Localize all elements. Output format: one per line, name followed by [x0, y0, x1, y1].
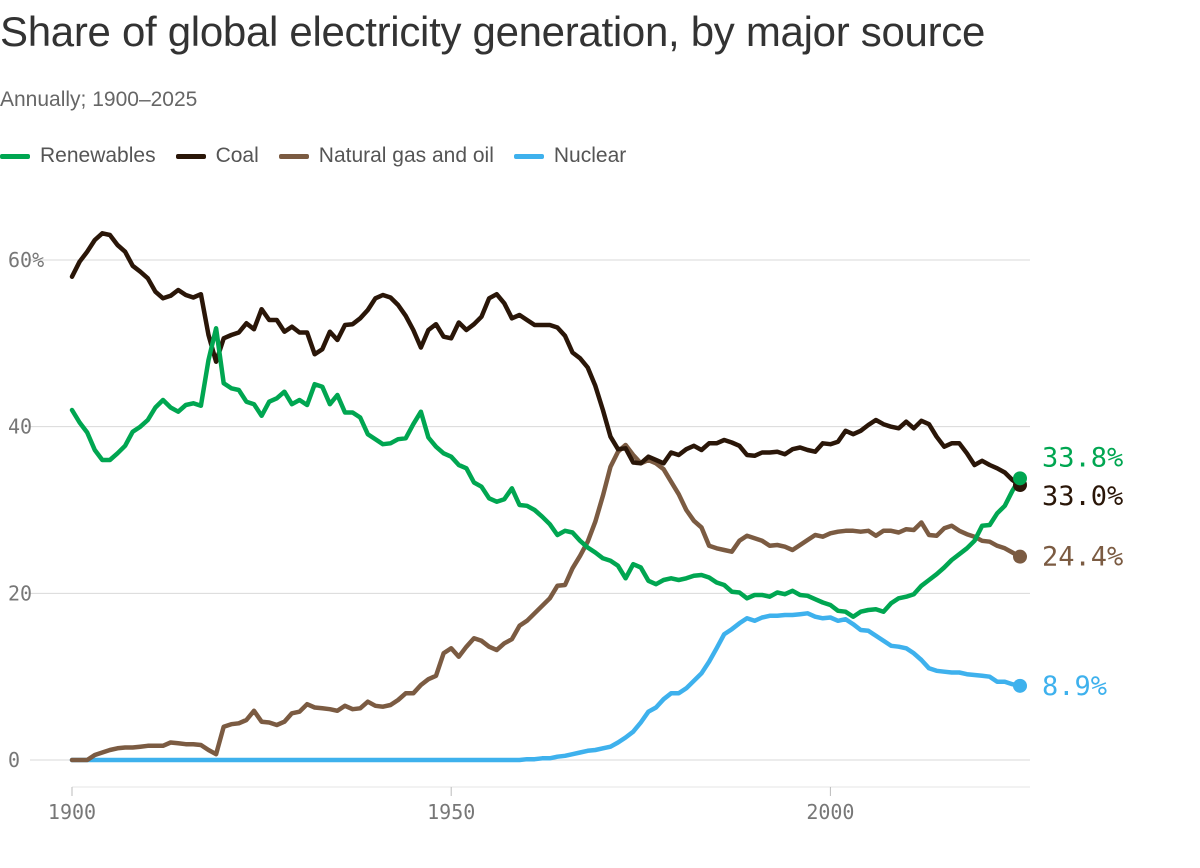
legend-swatch-nuclear	[513, 153, 544, 159]
legend-swatch-gas-oil	[278, 153, 309, 159]
y-tick-label-60: 60%	[8, 248, 44, 272]
end-point-nuclear	[1013, 678, 1027, 693]
legend-label-renewables: Renewables	[40, 144, 156, 167]
legend-item-renewables: Renewables	[0, 144, 156, 168]
x-tick-label-1900: 1900	[48, 800, 96, 824]
legend: Renewables Coal Natural gas and oil Nucl…	[0, 141, 646, 171]
y-tick-label-40: 40	[8, 415, 32, 439]
legend-item-coal: Coal	[175, 144, 259, 168]
end-point-natural-gas-and-oil	[1013, 549, 1027, 564]
legend-swatch-coal	[175, 153, 206, 159]
y-tick-label-0: 0	[8, 748, 20, 772]
legend-item-gas-oil: Natural gas and oil	[278, 144, 494, 168]
y-tick-label-20: 20	[8, 581, 32, 605]
x-tick-label-1950: 1950	[427, 800, 475, 824]
series-line-natural-gas-and-oil	[69, 442, 1023, 763]
series-line-renewables	[69, 326, 1023, 619]
chart-subtitle: Annually; 1900–2025	[0, 88, 198, 111]
legend-label-nuclear: Nuclear	[553, 144, 627, 167]
end-label-natural-gas-and-oil: 24.4%	[1042, 542, 1123, 573]
end-label-coal: 33.0%	[1042, 481, 1123, 512]
series-line-coal	[69, 231, 1023, 488]
end-label-renewables: 33.8%	[1042, 442, 1123, 473]
legend-item-nuclear: Nuclear	[513, 144, 627, 168]
end-point-renewables	[1013, 471, 1027, 486]
legend-swatch-renewables	[0, 153, 30, 159]
legend-label-gas-oil: Natural gas and oil	[318, 144, 494, 167]
chart-title: Share of global electricity generation, …	[0, 8, 986, 55]
x-tick-label-2000: 2000	[806, 800, 854, 824]
end-label-nuclear: 8.9%	[1042, 671, 1107, 702]
legend-label-coal: Coal	[215, 144, 259, 167]
series-line-nuclear	[69, 611, 1023, 763]
